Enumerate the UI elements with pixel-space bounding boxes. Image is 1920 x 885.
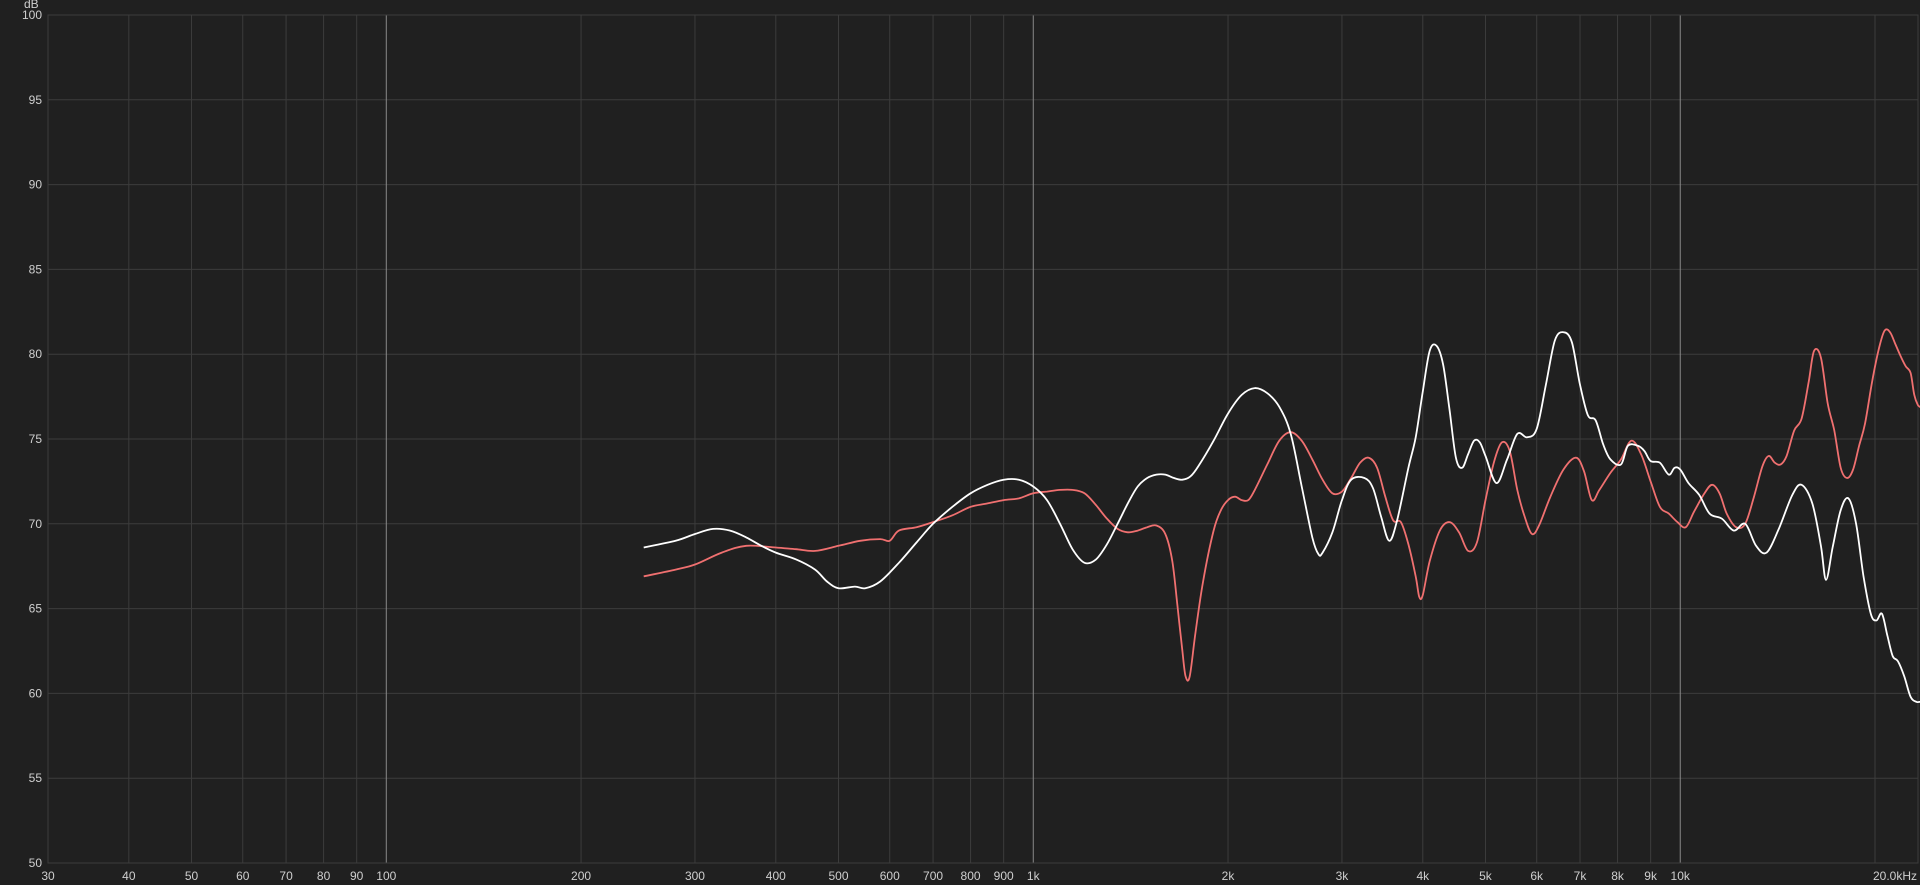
y-tick-label: 55	[29, 771, 43, 785]
x-tick-label: 800	[961, 869, 981, 883]
y-tick-label: 60	[29, 686, 43, 700]
x-tick-label: 60	[236, 869, 250, 883]
x-tick-label: 1k	[1027, 869, 1041, 883]
y-tick-label: 95	[29, 93, 43, 107]
series-layer	[643, 328, 1920, 704]
series-line-red	[643, 328, 1920, 682]
x-tick-label: 7k	[1574, 869, 1588, 883]
y-tick-label: 90	[29, 178, 43, 192]
x-tick-label: 8k	[1611, 869, 1625, 883]
y-tick-label: 75	[29, 432, 43, 446]
x-tick-label: 300	[685, 869, 705, 883]
x-tick-label: 6k	[1530, 869, 1544, 883]
x-tick-label: 5k	[1479, 869, 1493, 883]
series-line-white	[643, 331, 1920, 704]
x-tick-label: 3k	[1336, 869, 1350, 883]
x-tick-label: 100	[376, 869, 396, 883]
x-gridlines	[47, 14, 1919, 864]
x-tick-label: 70	[279, 869, 293, 883]
x-tick-label: 9k	[1644, 869, 1658, 883]
y-tick-label: 80	[29, 347, 43, 361]
x-tick-label: 400	[766, 869, 786, 883]
x-tick-label: 2k	[1222, 869, 1236, 883]
x-tick-label: 90	[350, 869, 364, 883]
x-tick-label: 200	[571, 869, 591, 883]
y-tick-label: 70	[29, 517, 43, 531]
x-tick-label: 500	[828, 869, 848, 883]
x-tick-label: 600	[880, 869, 900, 883]
plot-frame	[47, 14, 1919, 864]
x-tick-label: 30	[41, 869, 55, 883]
x-tick-label: 900	[994, 869, 1014, 883]
x-tick-label: 10k	[1671, 869, 1691, 883]
y-tick-labels: 100 95 90 85 80 75 70 65 60 55 50	[22, 8, 42, 870]
y-tick-label: 85	[29, 262, 43, 276]
y-tick-label: 65	[29, 602, 43, 616]
x-tick-label: 700	[923, 869, 943, 883]
x-tick-label: 50	[185, 869, 199, 883]
y-tick-label: 100	[22, 8, 42, 22]
x-tick-label: 40	[122, 869, 136, 883]
x-tick-labels: 30 40 50 60 70 80 90 100 200 300 400 500 600 700 800 90…	[41, 869, 1917, 883]
x-tick-label: 4k	[1416, 869, 1430, 883]
y-tick-label: 50	[29, 856, 43, 870]
y-axis-unit-label: dB	[24, 0, 39, 11]
x-tick-label: 20.0kHz	[1873, 869, 1917, 883]
x-tick-label: 80	[317, 869, 331, 883]
